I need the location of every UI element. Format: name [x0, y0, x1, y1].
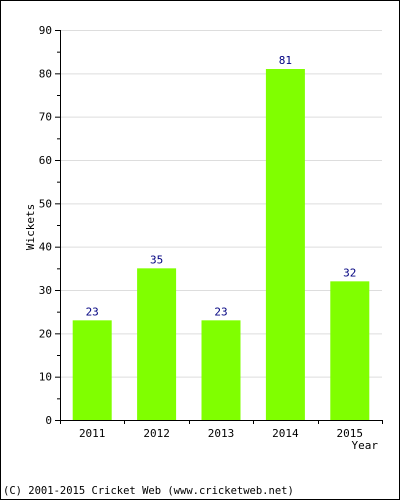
- bar-2013: [201, 320, 241, 420]
- y-tick-label: 90: [39, 24, 52, 37]
- data-label: 35: [150, 253, 163, 266]
- x-tick-label: 2014: [272, 427, 299, 440]
- y-tick-label: 50: [39, 197, 52, 210]
- axes: 0 10 20 30 40 50 60 70 80 90 2011 2012 2013 2014 2015: [39, 24, 383, 440]
- copyright-notice: (C) 2001-2015 Cricket Web (www.cricketwe…: [3, 485, 294, 497]
- data-label: 81: [279, 54, 292, 67]
- y-tick-label: 20: [39, 327, 52, 340]
- data-label: 23: [214, 305, 227, 318]
- y-tick-label: 80: [39, 67, 52, 80]
- y-tick-label: 60: [39, 154, 52, 167]
- x-tick-label: 2011: [79, 427, 106, 440]
- y-tick-label: 0: [45, 414, 52, 427]
- y-axis-label: Wickets: [24, 204, 37, 250]
- x-axis-label: Year: [352, 439, 379, 452]
- y-tick-label: 10: [39, 371, 52, 384]
- y-tick-label: 70: [39, 111, 52, 124]
- y-tick-label: 30: [39, 284, 52, 297]
- grid-lines: [60, 30, 382, 378]
- bars: [72, 69, 370, 420]
- data-labels: 23 35 23 81 32: [86, 54, 357, 318]
- x-tick-label: 2013: [208, 427, 235, 440]
- data-label: 32: [343, 266, 356, 279]
- bar-2015: [330, 281, 370, 420]
- bar-2012: [137, 268, 177, 420]
- data-label: 23: [86, 305, 99, 318]
- x-tick-label: 2012: [143, 427, 170, 440]
- y-tick-label: 40: [39, 241, 52, 254]
- bar-2014: [265, 69, 305, 420]
- bar-2011: [72, 320, 112, 420]
- x-tick-label: 2015: [337, 427, 364, 440]
